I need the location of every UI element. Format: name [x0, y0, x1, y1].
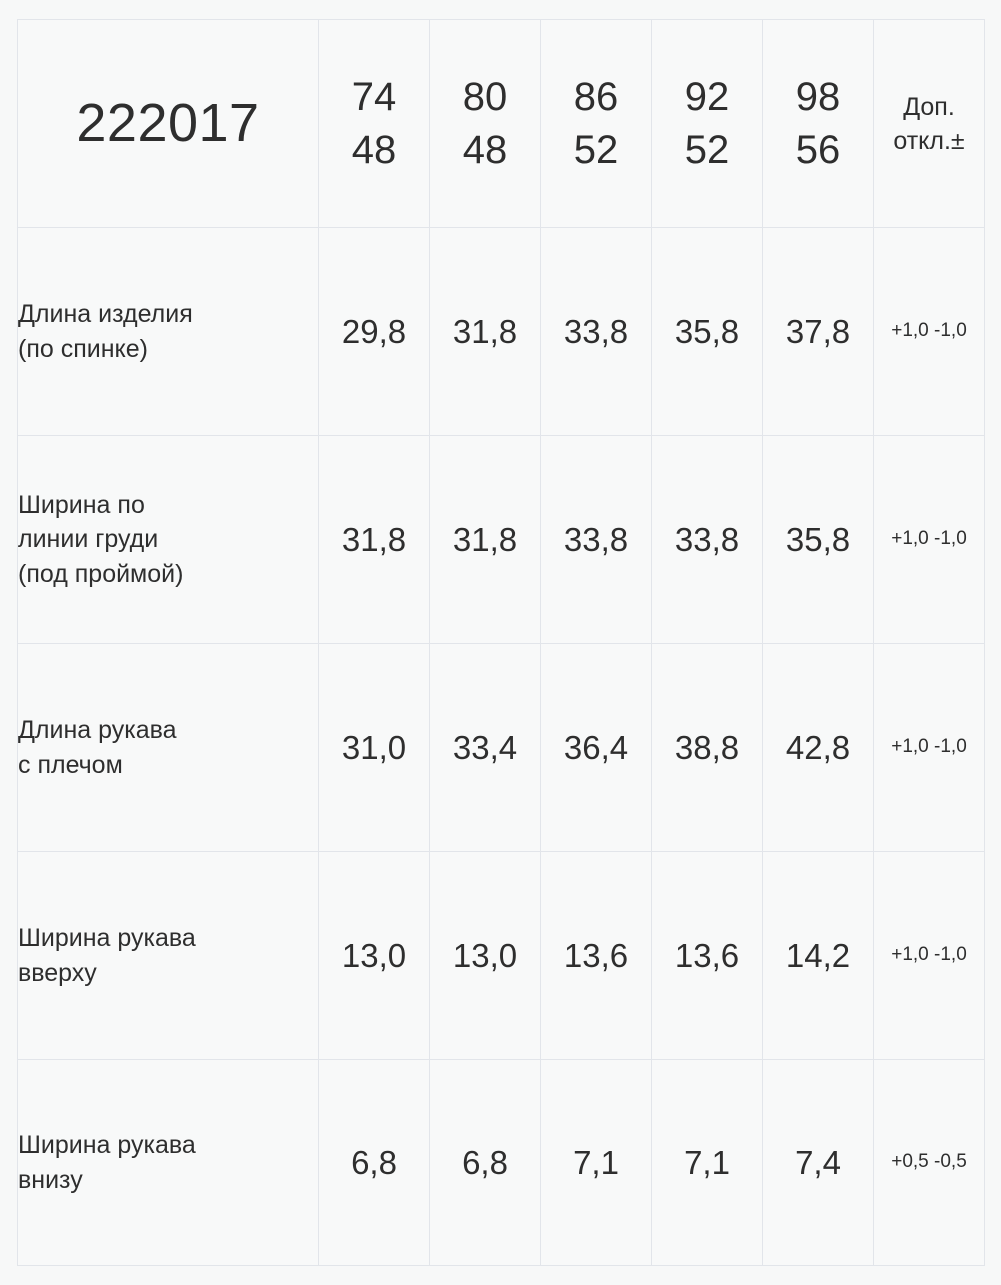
size-column-header-2: 80 48	[429, 19, 541, 228]
measurement-label-line-2: с плечом	[18, 750, 123, 779]
table-row: Длина изделия (по спинке) 29,8 31,8 33,8…	[17, 227, 985, 436]
table-row: Ширина рукава вверху 13,0 13,0 13,6 13,6…	[17, 851, 985, 1060]
measurement-label: Длина рукава с плечом	[17, 643, 319, 852]
tolerance-value: +1,0 -1,0	[873, 227, 985, 436]
size-column-header-4: 92 52	[651, 19, 763, 228]
measurement-label-line-2: внизу	[18, 1165, 83, 1194]
measurement-label-line-1: Длина рукава	[18, 716, 177, 744]
measurement-value: 31,0	[318, 643, 430, 852]
measurement-value: 33,8	[540, 435, 652, 644]
measurement-value: 35,8	[651, 227, 763, 436]
article-number-cell: 222017	[17, 19, 319, 228]
measurement-value: 13,6	[540, 851, 652, 1060]
measurement-label-line-1: Ширина рукава	[18, 924, 196, 952]
size-column-header-1: 74 48	[318, 19, 430, 228]
size-chest-value: 48	[462, 127, 508, 172]
measurement-value: 13,6	[651, 851, 763, 1060]
table-row: Длина рукава с плечом 31,0 33,4 36,4 38,…	[17, 643, 985, 852]
table-header-row: 222017 74 48 80 48 86 52 92 52	[17, 19, 985, 228]
tolerance-value: +0,5 -0,5	[873, 1059, 985, 1266]
measurement-label-line-2: линии груди	[18, 525, 159, 554]
measurement-value: 6,8	[429, 1059, 541, 1266]
measurement-value: 33,8	[540, 227, 652, 436]
size-chest-value: 52	[573, 127, 619, 172]
measurement-label-line-1: Ширина по	[18, 490, 145, 519]
measurement-label-line-2: (по спинке)	[18, 334, 148, 363]
measurement-label: Ширина по линии груди (под проймой)	[17, 435, 319, 644]
measurement-value: 36,4	[540, 643, 652, 852]
measurement-value: 33,4	[429, 643, 541, 852]
measurement-value: 7,1	[540, 1059, 652, 1266]
measurement-label: Длина изделия (по спинке)	[17, 227, 319, 436]
measurement-value: 33,8	[651, 435, 763, 644]
tolerance-header-line-2: откл.±	[893, 126, 965, 155]
size-height-value: 86	[573, 74, 619, 119]
size-height-value: 80	[462, 74, 508, 119]
table-row: Ширина по линии груди (под проймой) 31,8…	[17, 435, 985, 644]
tolerance-value: +1,0 -1,0	[873, 435, 985, 644]
measurement-value: 38,8	[651, 643, 763, 852]
measurement-value: 31,8	[429, 227, 541, 436]
size-chest-value: 52	[684, 127, 730, 172]
table-row: Ширина рукава внизу 6,8 6,8 7,1 7,1 7,4 …	[17, 1059, 985, 1266]
tolerance-header-line-1: Доп.	[903, 92, 955, 121]
measurement-label-line-2: вверху	[18, 958, 97, 987]
size-column-header-3: 86 52	[540, 19, 652, 228]
measurement-value: 31,8	[429, 435, 541, 644]
measurement-value: 13,0	[429, 851, 541, 1060]
tolerance-column-header: Доп. откл.±	[873, 19, 985, 228]
measurement-value: 29,8	[318, 227, 430, 436]
measurement-value: 7,1	[651, 1059, 763, 1266]
measurement-label: Ширина рукава вверху	[17, 851, 319, 1060]
size-chest-value: 56	[795, 127, 841, 172]
tolerance-value: +1,0 -1,0	[873, 851, 985, 1060]
measurement-label-line-3: (под проймой)	[18, 559, 184, 588]
tolerance-value: +1,0 -1,0	[873, 643, 985, 852]
measurement-label-line-1: Ширина рукава	[18, 1131, 196, 1159]
measurement-value: 7,4	[762, 1059, 874, 1266]
measurement-value: 31,8	[318, 435, 430, 644]
size-height-value: 92	[684, 74, 730, 119]
size-height-value: 98	[795, 74, 841, 119]
measurement-value: 13,0	[318, 851, 430, 1060]
measurement-value: 6,8	[318, 1059, 430, 1266]
measurement-label: Ширина рукава внизу	[17, 1059, 319, 1266]
measurement-value: 14,2	[762, 851, 874, 1060]
measurement-label-line-1: Длина изделия	[18, 300, 193, 328]
measurement-value: 37,8	[762, 227, 874, 436]
size-chest-value: 48	[351, 127, 397, 172]
size-chart-table: 222017 74 48 80 48 86 52 92 52	[17, 19, 985, 1266]
size-height-value: 74	[351, 74, 397, 119]
measurement-value: 35,8	[762, 435, 874, 644]
measurement-value: 42,8	[762, 643, 874, 852]
size-column-header-5: 98 56	[762, 19, 874, 228]
